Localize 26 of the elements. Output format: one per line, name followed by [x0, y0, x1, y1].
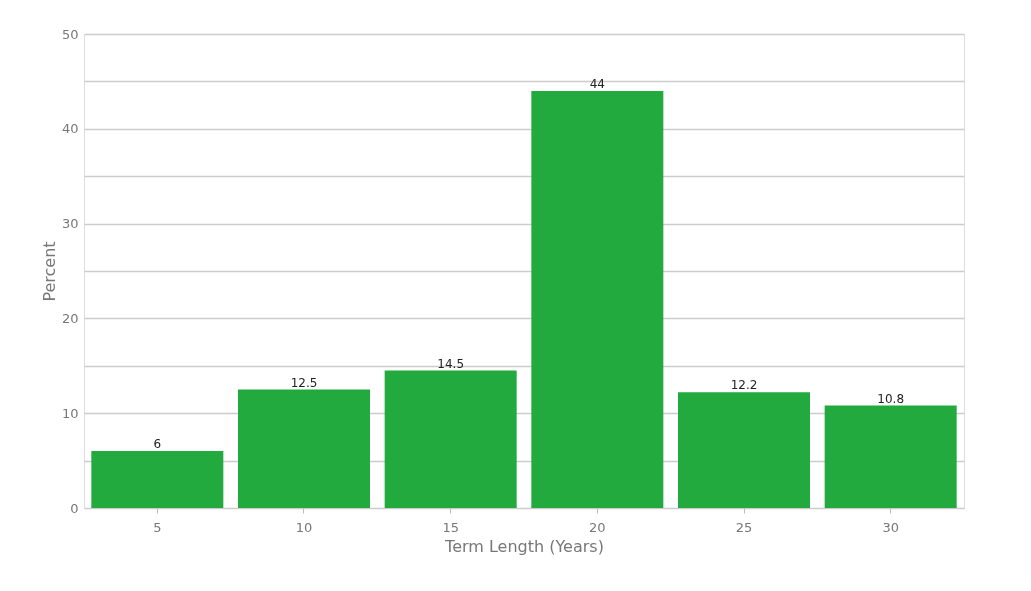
bar	[91, 451, 224, 508]
bar	[531, 90, 664, 508]
data-label: 6	[153, 437, 162, 452]
y-tick-label: 20	[61, 310, 79, 326]
bar	[384, 370, 517, 508]
y-tick-label: 0	[70, 500, 79, 516]
x-tick-label: 15	[442, 519, 459, 535]
data-label: 10.8	[877, 391, 905, 406]
y-tick-label: 10	[61, 405, 79, 421]
data-label: 14.5	[437, 356, 465, 371]
bar	[824, 405, 957, 508]
x-tick-label: 30	[882, 519, 899, 535]
data-label: 44	[589, 76, 605, 91]
y-tick-label: 50	[61, 26, 79, 42]
x-tick-label: 25	[735, 519, 753, 535]
data-label: 12.2	[730, 378, 758, 393]
x-tick-label: 20	[589, 519, 606, 535]
y-tick-label: 40	[61, 121, 79, 137]
x-axis-title: Term Length (Years)	[444, 536, 604, 556]
bar	[678, 392, 810, 508]
bar	[238, 389, 370, 508]
y-axis-title: Percent	[39, 241, 59, 302]
x-tick-label: 5	[153, 519, 162, 535]
y-tick-label: 30	[61, 216, 79, 232]
x-tick-label: 10	[295, 519, 313, 535]
data-label: 12.5	[290, 375, 318, 390]
